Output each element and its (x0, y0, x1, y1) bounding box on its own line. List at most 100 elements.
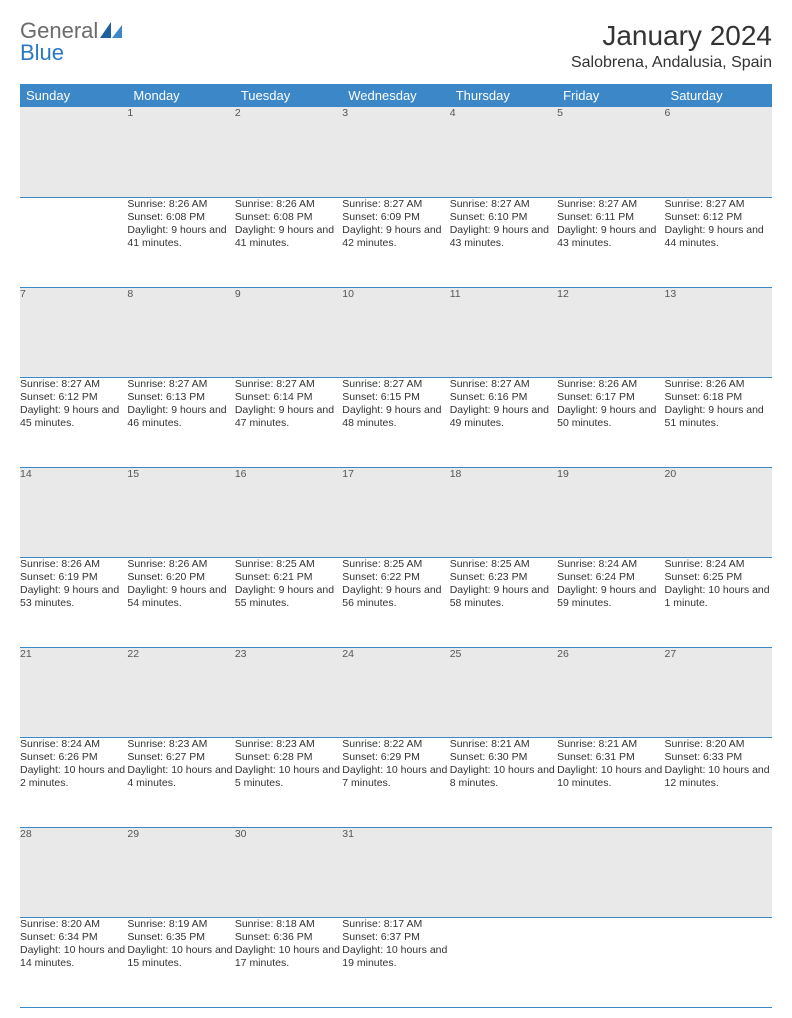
location: Salobrena, Andalusia, Spain (571, 54, 772, 72)
day-number: 9 (235, 287, 342, 377)
weekday-header: Saturday (665, 84, 772, 107)
day-cell: Sunrise: 8:27 AMSunset: 6:12 PMDaylight:… (665, 197, 772, 287)
daylight-text: Daylight: 9 hours and 41 minutes. (235, 224, 342, 250)
sunset-text: Sunset: 6:17 PM (557, 391, 664, 404)
day-cell: Sunrise: 8:27 AMSunset: 6:10 PMDaylight:… (450, 197, 557, 287)
sunrise-text: Sunrise: 8:23 AM (235, 738, 342, 751)
day-cell: Sunrise: 8:18 AMSunset: 6:36 PMDaylight:… (235, 917, 342, 1007)
sunset-text: Sunset: 6:29 PM (342, 751, 449, 764)
sunrise-text: Sunrise: 8:22 AM (342, 738, 449, 751)
day-cell: Sunrise: 8:25 AMSunset: 6:23 PMDaylight:… (450, 557, 557, 647)
sunset-text: Sunset: 6:33 PM (665, 751, 772, 764)
sunrise-text: Sunrise: 8:25 AM (450, 558, 557, 571)
day-cell: Sunrise: 8:25 AMSunset: 6:22 PMDaylight:… (342, 557, 449, 647)
day-cell: Sunrise: 8:26 AMSunset: 6:20 PMDaylight:… (127, 557, 234, 647)
page: General Blue January 2024 Salobrena, And… (0, 0, 792, 1018)
weekday-header: Wednesday (342, 84, 449, 107)
sunset-text: Sunset: 6:27 PM (127, 751, 234, 764)
day-cell: Sunrise: 8:19 AMSunset: 6:35 PMDaylight:… (127, 917, 234, 1007)
weekday-header: Thursday (450, 84, 557, 107)
daylight-text: Daylight: 10 hours and 10 minutes. (557, 764, 664, 790)
sunset-text: Sunset: 6:30 PM (450, 751, 557, 764)
day-number: 14 (20, 467, 127, 557)
sunrise-text: Sunrise: 8:26 AM (557, 378, 664, 391)
day-cell: Sunrise: 8:27 AMSunset: 6:14 PMDaylight:… (235, 377, 342, 467)
day-cell: Sunrise: 8:27 AMSunset: 6:15 PMDaylight:… (342, 377, 449, 467)
daylight-text: Daylight: 9 hours and 53 minutes. (20, 584, 127, 610)
day-number: 7 (20, 287, 127, 377)
sunset-text: Sunset: 6:28 PM (235, 751, 342, 764)
daylight-text: Daylight: 10 hours and 1 minute. (665, 584, 772, 610)
daylight-text: Daylight: 10 hours and 19 minutes. (342, 944, 449, 970)
day-number: 5 (557, 107, 664, 197)
day-cell: Sunrise: 8:26 AMSunset: 6:19 PMDaylight:… (20, 557, 127, 647)
sunset-text: Sunset: 6:23 PM (450, 571, 557, 584)
day-number: 12 (557, 287, 664, 377)
day-cell: Sunrise: 8:20 AMSunset: 6:34 PMDaylight:… (20, 917, 127, 1007)
sunrise-text: Sunrise: 8:23 AM (127, 738, 234, 751)
daylight-text: Daylight: 10 hours and 17 minutes. (235, 944, 342, 970)
sunrise-text: Sunrise: 8:26 AM (20, 558, 127, 571)
day-number: 17 (342, 467, 449, 557)
sunrise-text: Sunrise: 8:20 AM (20, 918, 127, 931)
day-cell: Sunrise: 8:21 AMSunset: 6:31 PMDaylight:… (557, 737, 664, 827)
sunset-text: Sunset: 6:36 PM (235, 931, 342, 944)
day-number: 21 (20, 647, 127, 737)
daylight-text: Daylight: 10 hours and 12 minutes. (665, 764, 772, 790)
day-number: 19 (557, 467, 664, 557)
day-number-row: 14151617181920 (20, 467, 772, 557)
calendar-table: Sunday Monday Tuesday Wednesday Thursday… (20, 84, 772, 1008)
sunrise-text: Sunrise: 8:20 AM (665, 738, 772, 751)
day-number: 11 (450, 287, 557, 377)
sunset-text: Sunset: 6:20 PM (127, 571, 234, 584)
day-number: 1 (127, 107, 234, 197)
day-cell: Sunrise: 8:22 AMSunset: 6:29 PMDaylight:… (342, 737, 449, 827)
sunrise-text: Sunrise: 8:27 AM (235, 378, 342, 391)
sunset-text: Sunset: 6:12 PM (665, 211, 772, 224)
daylight-text: Daylight: 10 hours and 5 minutes. (235, 764, 342, 790)
sunset-text: Sunset: 6:11 PM (557, 211, 664, 224)
sunrise-text: Sunrise: 8:19 AM (127, 918, 234, 931)
sunset-text: Sunset: 6:10 PM (450, 211, 557, 224)
daylight-text: Daylight: 9 hours and 43 minutes. (450, 224, 557, 250)
daylight-text: Daylight: 9 hours and 48 minutes. (342, 404, 449, 430)
sunrise-text: Sunrise: 8:18 AM (235, 918, 342, 931)
day-number: 13 (665, 287, 772, 377)
sunset-text: Sunset: 6:37 PM (342, 931, 449, 944)
sunset-text: Sunset: 6:19 PM (20, 571, 127, 584)
sunset-text: Sunset: 6:34 PM (20, 931, 127, 944)
day-content-row: Sunrise: 8:20 AMSunset: 6:34 PM Daylight:… (20, 917, 772, 1007)
day-cell: Sunrise: 8:23 AMSunset: 6:27 PMDaylight:… (127, 737, 234, 827)
day-number: 28 (20, 827, 127, 917)
day-cell: Sunrise: 8:27 AMSunset: 6:16 PMDaylight:… (450, 377, 557, 467)
sunrise-text: Sunrise: 8:27 AM (450, 198, 557, 211)
sunrise-text: Sunrise: 8:24 AM (20, 738, 127, 751)
day-cell: Sunrise: 8:23 AMSunset: 6:28 PMDaylight:… (235, 737, 342, 827)
sunset-text: Sunset: 6:31 PM (557, 751, 664, 764)
day-number: 10 (342, 287, 449, 377)
sunset-text: Sunset: 6:16 PM (450, 391, 557, 404)
day-number (665, 827, 772, 917)
day-number: 6 (665, 107, 772, 197)
day-number: 27 (665, 647, 772, 737)
day-number: 29 (127, 827, 234, 917)
sunrise-text: Sunrise: 8:26 AM (127, 558, 234, 571)
day-number: 15 (127, 467, 234, 557)
day-number: 20 (665, 467, 772, 557)
day-number: 4 (450, 107, 557, 197)
logo-sail-icon (100, 20, 122, 42)
daylight-text: Daylight: 9 hours and 42 minutes. (342, 224, 449, 250)
sunrise-text: Sunrise: 8:27 AM (450, 378, 557, 391)
daylight-text: Daylight: 9 hours and 56 minutes. (342, 584, 449, 610)
daylight-text: Daylight: 10 hours and 4 minutes. (127, 764, 234, 790)
day-number (450, 827, 557, 917)
day-number: 31 (342, 827, 449, 917)
daylight-text: Daylight: 9 hours and 50 minutes. (557, 404, 664, 430)
daylight-text: Daylight: 10 hours and 2 minutes. (20, 764, 127, 790)
sunset-text: Sunset: 6:26 PM (20, 751, 127, 764)
day-cell: Sunrise: 8:26 AMSunset: 6:08 PMDaylight:… (235, 197, 342, 287)
daylight-text: Daylight: 9 hours and 46 minutes. (127, 404, 234, 430)
sunrise-text: Sunrise: 8:27 AM (557, 198, 664, 211)
sunset-text: Sunset: 6:13 PM (127, 391, 234, 404)
sunrise-text: Sunrise: 8:27 AM (665, 198, 772, 211)
